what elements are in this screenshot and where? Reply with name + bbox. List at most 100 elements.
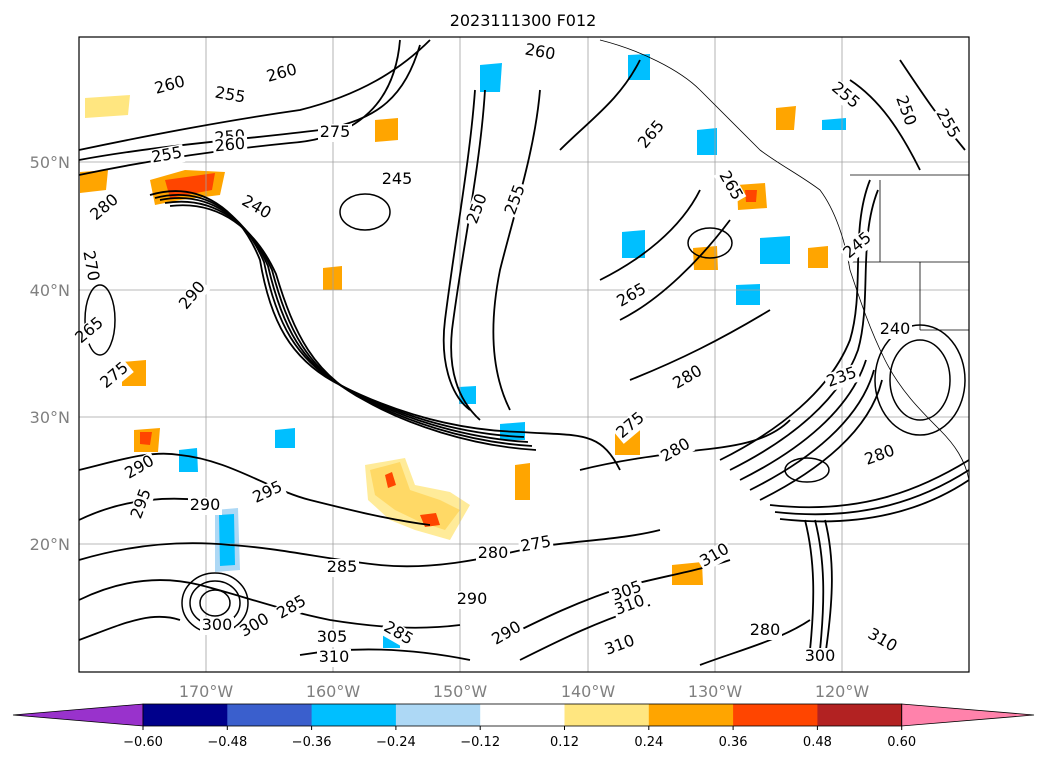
colorbar: −0.60 −0.48 −0.36 −0.24 −0.12 0.12 0.24 0.36 0.4… xyxy=(12,703,1035,750)
contour-label-bg xyxy=(695,539,735,573)
contour-label-bg xyxy=(612,279,652,313)
shade-orange-blob xyxy=(515,463,530,500)
colorbar-segment xyxy=(817,704,903,726)
lat-label-40n: 40°N xyxy=(30,281,70,300)
colorbar-tick-label: 0.12 xyxy=(550,735,579,750)
contour-label-bg xyxy=(263,60,301,88)
contour-label-bg xyxy=(78,247,102,285)
shade-orange-blob xyxy=(808,246,828,268)
latitude-labels: 50°N 40°N 30°N 20°N xyxy=(30,153,70,554)
shade-cyan-blob xyxy=(697,128,717,155)
contour-label-bg xyxy=(521,41,559,65)
contour-label-bg xyxy=(151,72,189,100)
contour-label-bg xyxy=(668,361,708,395)
shade-red-blob xyxy=(745,190,757,202)
colorbar-segment xyxy=(648,704,734,726)
colorbar-segment xyxy=(311,704,397,726)
contour-label: 245 xyxy=(382,169,413,188)
contour-label-bg xyxy=(517,533,555,557)
lon-label-130w: 130°W xyxy=(688,682,743,701)
map-panel: 260 2602552502602552752452402802702902652… xyxy=(71,36,970,673)
contour-label-bg xyxy=(878,321,912,339)
contour-label-bg xyxy=(148,144,186,168)
contour-label-bg xyxy=(612,408,650,444)
contour-label: 260 xyxy=(214,134,246,156)
contour-label-bg xyxy=(248,477,288,509)
colorbar-tick-label: −0.60 xyxy=(123,735,163,750)
contour-label: 240 xyxy=(880,319,911,338)
lon-label-120w: 120°W xyxy=(815,682,870,701)
colorbar-extend-min xyxy=(12,703,144,727)
shade-orange-blob xyxy=(672,562,703,585)
contour-label-bg xyxy=(930,104,964,144)
contour-label-bg xyxy=(862,624,902,658)
contour-label-bg xyxy=(380,171,414,189)
contour-label-bg xyxy=(96,358,134,394)
contour-label: 275 xyxy=(320,122,351,141)
colorbar-frame xyxy=(142,703,903,727)
contour-label: 290 xyxy=(457,589,488,608)
contour-label-bg xyxy=(600,631,640,661)
contour-label-bg xyxy=(634,116,670,154)
shade-cyan-blob xyxy=(628,54,650,80)
contour-label: 280 xyxy=(478,543,509,562)
contour-label-bg xyxy=(378,617,418,651)
contour-label-bg xyxy=(501,180,531,220)
lon-label-140w: 140°W xyxy=(561,682,616,701)
contour-label-bg xyxy=(127,484,157,524)
contour-label-bg xyxy=(839,228,877,264)
contour-label: 285 xyxy=(327,557,358,576)
shade-cyan-blob xyxy=(179,448,198,472)
colorbar-tick-label: −0.12 xyxy=(460,735,500,750)
contour-label-bg xyxy=(175,277,211,315)
shade-cyan-blob xyxy=(736,284,760,305)
contour-label-bg xyxy=(890,91,920,131)
colorbar-tick-label: −0.48 xyxy=(207,735,247,750)
colorbar-tick-label: 0.48 xyxy=(803,735,832,750)
shade-cyan-blob xyxy=(760,236,790,264)
colorbar-tick-label: 0.24 xyxy=(634,735,663,750)
contour-label-bg xyxy=(656,434,696,468)
contour-label: 290 xyxy=(190,495,221,514)
shade-orange-blob xyxy=(85,95,130,118)
contour-label-bg xyxy=(86,190,124,226)
contour-label-bg xyxy=(487,617,527,651)
contour-label-bg xyxy=(610,591,650,621)
contour-label-bg xyxy=(607,577,647,607)
contour-label-bg xyxy=(236,191,276,225)
colorbar-segment xyxy=(564,704,650,726)
shade-red-blob xyxy=(385,472,396,488)
contour-label-bg xyxy=(860,441,900,471)
lon-label-170w: 170°W xyxy=(179,682,234,701)
contour-label-bg xyxy=(188,497,222,515)
contour-label: 280 xyxy=(750,620,781,639)
contour-label-bg xyxy=(200,617,234,635)
shade-orange-blob xyxy=(323,266,342,290)
coastline xyxy=(599,39,970,481)
contour-label-bg xyxy=(822,363,862,393)
contour-label-bg xyxy=(803,648,837,666)
contour-label-bg xyxy=(235,609,275,643)
colorbar-extend-max xyxy=(901,703,1035,727)
contour-label-bg xyxy=(455,591,489,609)
colorbar-tick-label: −0.24 xyxy=(376,735,416,750)
colorbar-segment xyxy=(227,704,313,726)
shade-cyan-blob xyxy=(622,230,645,258)
colorbar-tick-label: −0.36 xyxy=(292,735,332,750)
shade-cyan-blob xyxy=(219,514,235,566)
contour-label-bg xyxy=(826,78,864,114)
contour-label-bg xyxy=(317,649,351,667)
colorbar-segment xyxy=(143,704,228,726)
contour-label-bg xyxy=(120,451,160,485)
shade-orange-blob xyxy=(375,118,398,142)
contour-label: 300 xyxy=(202,615,233,634)
contour-label-bg xyxy=(463,189,493,229)
lon-label-150w: 150°W xyxy=(433,682,488,701)
contour-label-bg xyxy=(212,135,248,157)
shade-red-blob xyxy=(140,432,152,445)
shade-cyan-blob xyxy=(275,428,295,448)
colorbar-segment xyxy=(480,704,565,726)
contour-label-bg xyxy=(318,124,352,142)
shade-orange-blob xyxy=(776,106,796,130)
